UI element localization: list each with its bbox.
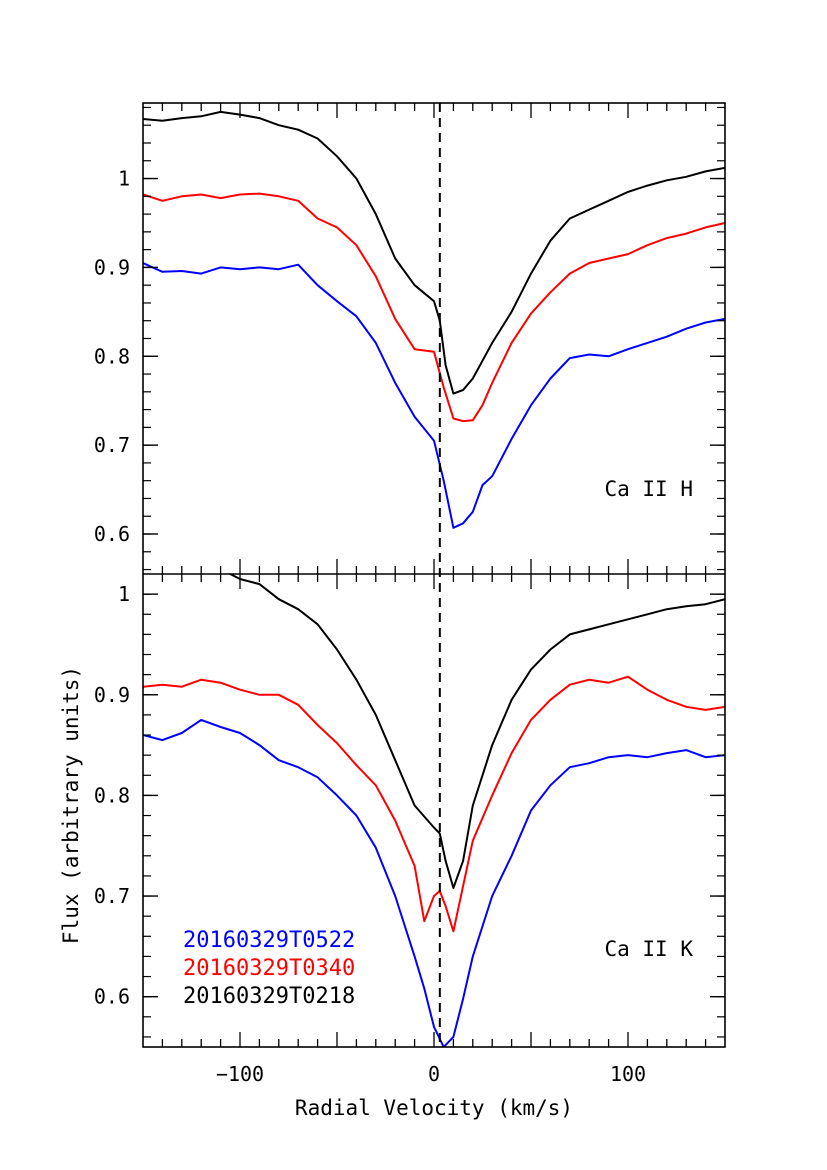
y-tick-label-ca-ii-h-0: 0.6 xyxy=(94,522,130,546)
panel-ca-ii-h: 0.6 0.7 0.8 0.9 1 Ca II H xyxy=(94,103,725,574)
y-axis-label: Flux (arbitrary units) xyxy=(59,666,83,944)
y-tick-label-ca-ii-h-1: 0.7 xyxy=(94,433,130,457)
panel-ca-ii-k: 0.6 0.7 0.8 0.9 1 Ca II K xyxy=(94,574,725,1047)
legend-entry-0522: 20160329T0522 xyxy=(183,928,355,953)
y-tick-label-ca-ii-k-0: 0.6 xyxy=(94,985,130,1009)
y-tick-label-ca-ii-h-4: 1 xyxy=(118,167,130,191)
series-line-ca-ii-k-20160329T0340 xyxy=(143,675,725,933)
x-tick-label-0: −100 xyxy=(216,1062,264,1086)
panel-label-ca-ii-h: Ca II H xyxy=(604,477,693,501)
x-tick-label-1: 0 xyxy=(428,1062,440,1086)
y-tick-label-ca-ii-h-3: 0.9 xyxy=(94,255,130,279)
x-tick-label-2: 100 xyxy=(610,1062,646,1086)
series-line-ca-ii-h-20160329T0522 xyxy=(143,262,725,529)
plot-frame xyxy=(142,102,726,1048)
y-tick-label-ca-ii-h-2: 0.8 xyxy=(94,344,130,368)
x-axis-label: Radial Velocity (km/s) xyxy=(295,1096,573,1120)
panel-ca-ii-h-ticks: 0.6 0.7 0.8 0.9 1 xyxy=(94,103,725,574)
legend-entry-0218: 20160329T0218 xyxy=(183,984,355,1009)
panel-ca-ii-k-ticks: 0.6 0.7 0.8 0.9 1 xyxy=(94,574,725,1047)
y-tick-label-ca-ii-k-3: 0.9 xyxy=(94,683,130,707)
series-line-ca-ii-k-20160329T0218 xyxy=(228,574,725,889)
legend-entry-0340: 20160329T0340 xyxy=(183,956,355,981)
x-axis-tick-labels: −100 0 100 xyxy=(216,1062,646,1086)
legend: 20160329T0522 20160329T0340 20160329T021… xyxy=(183,928,355,1009)
series-line-ca-ii-h-20160329T0340 xyxy=(143,192,725,423)
y-tick-label-ca-ii-k-4: 1 xyxy=(118,582,130,606)
series-line-ca-ii-h-20160329T0218 xyxy=(143,110,725,395)
panel-ca-ii-h-series xyxy=(143,110,725,529)
panel-label-ca-ii-k: Ca II K xyxy=(604,937,693,961)
y-tick-label-ca-ii-k-1: 0.7 xyxy=(94,884,130,908)
y-tick-label-ca-ii-k-2: 0.8 xyxy=(94,783,130,807)
